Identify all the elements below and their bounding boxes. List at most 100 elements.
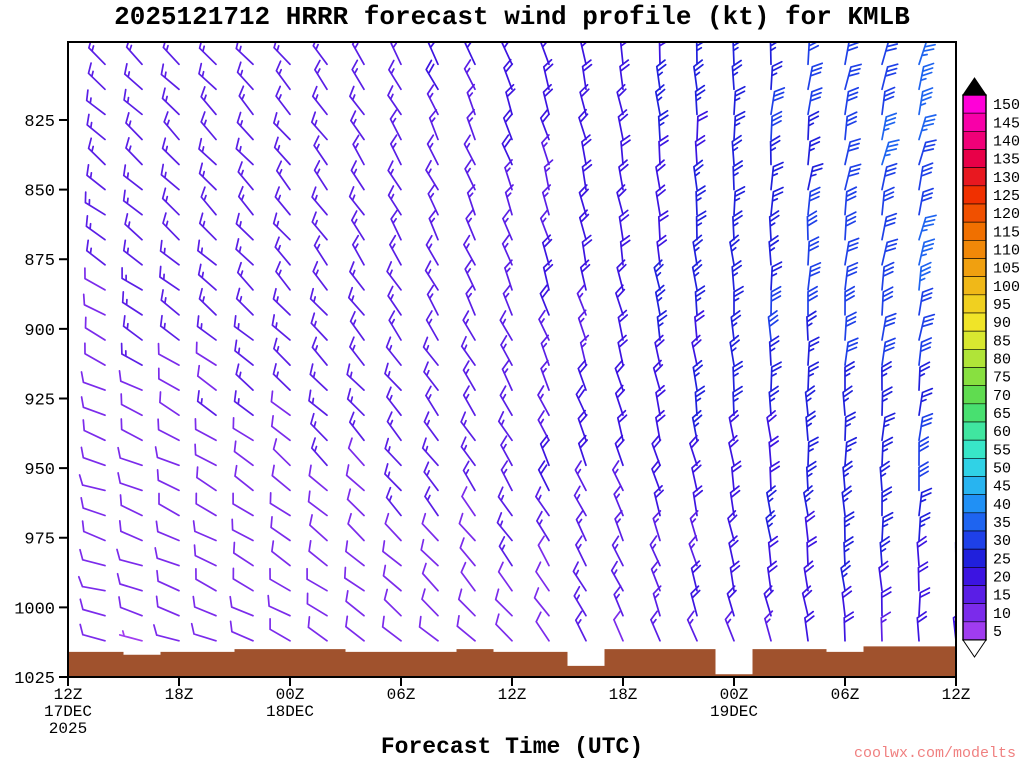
wind-barb — [573, 485, 587, 517]
wind-barb — [275, 261, 291, 291]
wind-barb-field — [68, 42, 956, 642]
wind-barb — [421, 437, 439, 467]
wind-barb — [878, 560, 889, 592]
colorbar-segment — [962, 585, 987, 604]
wind-barb — [384, 463, 402, 492]
colorbar-segment — [962, 185, 987, 205]
wind-barb — [577, 434, 589, 467]
wind-barb — [270, 414, 291, 442]
wind-barb — [68, 364, 69, 366]
wind-barb — [274, 236, 291, 266]
wind-barb — [578, 184, 589, 216]
wind-barb — [423, 361, 439, 391]
wind-barb — [197, 263, 217, 291]
wind-barb — [690, 585, 701, 617]
wind-barb — [539, 209, 550, 241]
wind-barb — [200, 111, 217, 141]
wind-barb — [122, 164, 143, 191]
wind-barb — [881, 63, 899, 91]
wind-barb — [763, 585, 774, 617]
wind-barb — [460, 561, 476, 592]
wind-barb — [617, 309, 629, 341]
wind-barb — [916, 611, 928, 642]
wind-barb — [84, 342, 106, 366]
colorbar-segment — [962, 294, 987, 314]
wind-barb — [425, 59, 439, 91]
colorbar-tick-label: 145 — [993, 115, 1020, 132]
wind-barb — [732, 210, 743, 241]
wind-barb — [162, 212, 180, 241]
wind-barb — [581, 134, 592, 166]
wind-barb — [766, 410, 777, 442]
wind-barb — [881, 212, 898, 241]
wind-barb — [616, 259, 627, 291]
wind-barb — [309, 287, 328, 316]
wind-barb — [918, 114, 937, 141]
wind-barb — [310, 111, 328, 141]
wind-barb — [918, 412, 934, 442]
colorbar-tick-label: 70 — [993, 388, 1011, 405]
wind-barb — [881, 511, 894, 542]
wind-barb — [651, 459, 662, 492]
colorbar-tick-label: 40 — [993, 497, 1011, 514]
colorbar-segment — [962, 385, 987, 405]
wind-barb — [236, 61, 254, 91]
colorbar-tick-label: 35 — [993, 515, 1011, 532]
colorbar-tick-label: 85 — [993, 333, 1011, 350]
wind-barb — [196, 315, 217, 341]
wind-barb — [804, 610, 815, 642]
wind-barb — [158, 492, 180, 517]
wind-barb — [85, 214, 106, 241]
wind-barb — [881, 42, 899, 66]
wind-barb — [78, 474, 106, 492]
wind-barb — [611, 460, 624, 492]
wind-barb — [156, 469, 180, 492]
wind-barb — [390, 209, 402, 241]
wind-barb — [844, 361, 855, 391]
wind-barb — [918, 42, 936, 66]
wind-barb — [766, 485, 777, 517]
colorbar-tick-label: 125 — [993, 188, 1020, 205]
wind-barb — [428, 209, 439, 241]
wind-barb — [310, 412, 328, 442]
wind-barb — [346, 488, 365, 517]
colorbar-segment — [962, 367, 987, 386]
colorbar-segment — [962, 131, 987, 150]
wind-barb — [197, 239, 217, 266]
wind-barb — [694, 385, 706, 417]
wind-barb — [917, 561, 929, 592]
wind-barb — [616, 184, 627, 216]
wind-barb — [460, 436, 476, 467]
wind-barb — [844, 111, 858, 141]
wind-barb — [692, 234, 703, 266]
wind-barb — [573, 585, 587, 617]
wind-barb — [579, 42, 588, 66]
wind-barb — [389, 134, 402, 166]
wind-barb — [272, 363, 291, 391]
colorbar-segment — [962, 330, 987, 350]
wind-barb — [120, 418, 143, 442]
wind-barb — [465, 209, 476, 241]
wind-barb — [192, 595, 217, 617]
wind-barb — [423, 461, 439, 492]
colorbar-segment — [962, 112, 987, 132]
wind-barb — [306, 592, 328, 617]
wind-barb — [807, 110, 820, 141]
wind-barb — [733, 285, 744, 316]
wind-barb — [694, 310, 705, 341]
wind-barb — [466, 184, 476, 216]
wind-barb — [844, 285, 856, 316]
wind-barb — [271, 464, 291, 492]
wind-barb — [578, 108, 589, 141]
wind-barb — [159, 391, 180, 417]
wind-barb — [351, 59, 365, 91]
wind-barb — [574, 460, 587, 492]
wind-barb — [382, 540, 402, 567]
wind-barb — [655, 59, 667, 91]
wind-barb — [82, 293, 106, 316]
wind-barb — [844, 411, 856, 442]
wind-barb — [86, 164, 106, 191]
wind-barb — [614, 510, 624, 542]
wind-barb — [123, 88, 143, 116]
wind-barb — [619, 59, 630, 91]
